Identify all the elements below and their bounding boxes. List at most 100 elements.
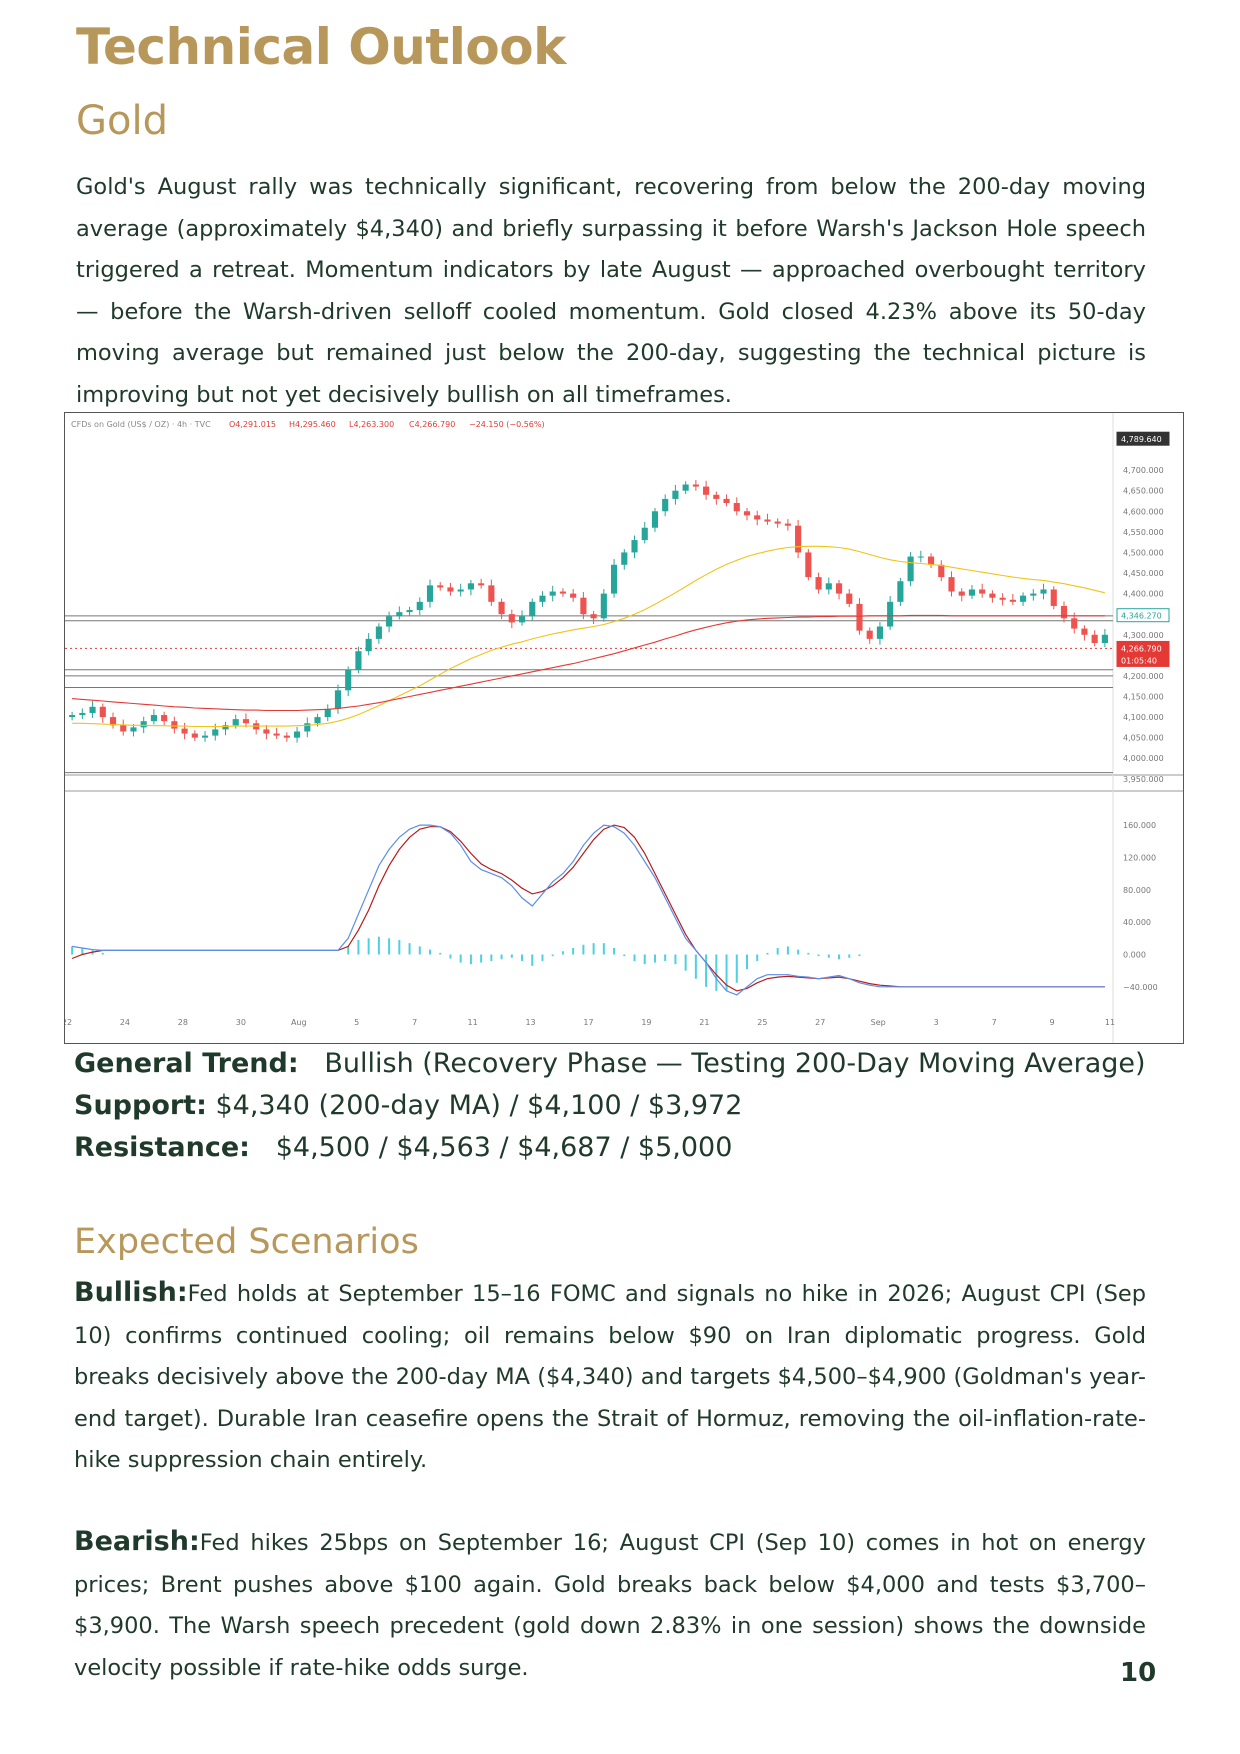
- candle-body: [375, 626, 382, 639]
- osc-hist-bar: [418, 946, 421, 955]
- osc-hist-bar: [572, 948, 575, 955]
- price-tick-label: 4,450.000: [1123, 569, 1164, 578]
- candle-body: [805, 552, 812, 578]
- chart-open: O4,291.015: [229, 420, 276, 429]
- chart-symbol: CFDs on Gold (US$ / OZ) · 4h · TVC: [71, 420, 211, 429]
- osc-hist-bar: [531, 954, 534, 966]
- trend-value: Bullish (Recovery Phase — Testing 200-Da…: [324, 1048, 1146, 1079]
- candle-body: [324, 708, 331, 718]
- osc-hist-bar: [377, 936, 380, 955]
- candle-body: [355, 651, 362, 670]
- time-tick-label: 11: [1105, 1018, 1115, 1027]
- candle-body: [478, 583, 485, 586]
- candle-body: [754, 515, 761, 520]
- osc-hist-bar: [561, 951, 564, 955]
- candle-body: [1071, 618, 1078, 629]
- countdown-tag: 01:05:40: [1121, 656, 1157, 665]
- osc-hist-bar: [705, 954, 708, 987]
- candle-body: [610, 564, 618, 594]
- chart-high: H4,295.460: [289, 420, 336, 429]
- candle-body: [181, 728, 188, 734]
- candle-body: [651, 511, 659, 528]
- bullish-scenario: Bullish:Fed holds at September 15–16 FOM…: [74, 1272, 1146, 1482]
- time-tick-label: 17: [583, 1018, 593, 1027]
- candle-body: [1040, 589, 1047, 594]
- candle-body: [396, 612, 403, 617]
- osc-hist-bar: [756, 954, 759, 961]
- chart-canvas: 4,700.000 4,650.000 4,600.000 4,550.000 4,50…: [65, 413, 1183, 1043]
- osc-tick-label: 120.000: [1123, 853, 1156, 862]
- osc-hist-bar: [521, 954, 524, 961]
- resistance-label: Resistance:: [74, 1132, 250, 1163]
- candle-body: [488, 585, 495, 602]
- time-tick-label: 7: [412, 1018, 417, 1027]
- candle-body: [1020, 595, 1027, 602]
- candle-body: [212, 729, 219, 736]
- support-levels: Support: $4,340 (200-day MA) / $4,100 / …: [74, 1090, 742, 1121]
- candle-body: [314, 717, 321, 724]
- price-tick-label: 4,700.000: [1123, 466, 1164, 475]
- osc-hist-bar: [745, 954, 748, 970]
- time-tick-label: 7: [992, 1018, 997, 1027]
- bearish-scenario: Bearish:Fed hikes 25bps on September 16;…: [74, 1521, 1146, 1689]
- osc-hist-bar: [776, 948, 779, 955]
- candle-body: [621, 552, 628, 565]
- candle-body: [938, 564, 945, 578]
- section-title: Gold: [76, 98, 168, 144]
- candle-body: [201, 735, 209, 738]
- osc-hist-bar: [367, 938, 370, 955]
- osc-hist-bar: [858, 954, 861, 957]
- candle-body: [467, 583, 474, 590]
- osc-tick-label: 80.000: [1123, 886, 1151, 895]
- osc-hist-bar: [582, 944, 585, 955]
- gold-price-chart: 4,700.000 4,650.000 4,600.000 4,550.000 4,50…: [64, 412, 1184, 1044]
- top-price-tag: 4,789.640: [1121, 435, 1162, 444]
- time-tick-label: 13: [525, 1018, 535, 1027]
- candle-body: [222, 725, 229, 730]
- candle-body: [815, 577, 822, 590]
- price-tick-label: 4,650.000: [1123, 487, 1164, 496]
- candle-body: [979, 589, 986, 594]
- candle-body: [1060, 605, 1068, 619]
- time-tick-label: 21: [699, 1018, 709, 1027]
- osc-hist-bar: [633, 954, 636, 961]
- candle-body: [723, 498, 730, 504]
- osc-hist-bar: [838, 954, 841, 960]
- candle-body: [641, 527, 648, 541]
- time-tick-label: 25: [757, 1018, 767, 1027]
- bullish-text: Fed holds at September 15–16 FOMC and si…: [74, 1281, 1146, 1473]
- countdown-tag-bg: [1116, 652, 1170, 667]
- candle-body: [1081, 628, 1088, 635]
- time-tick-label: Aug: [291, 1018, 307, 1027]
- chart-close: C4,266.790: [409, 420, 455, 429]
- price-tick-label: 4,150.000: [1123, 693, 1164, 702]
- price-tick-label: 4,100.000: [1123, 713, 1164, 722]
- last-price-tag: 4,266.790: [1121, 644, 1162, 653]
- candle-body: [171, 721, 178, 729]
- osc-hist-bar: [827, 954, 830, 958]
- time-tick-label: 3: [934, 1018, 939, 1027]
- osc-hist-bar: [541, 954, 544, 961]
- time-tick-label: 28: [178, 1018, 188, 1027]
- osc-hist-bar: [357, 939, 360, 955]
- resistance-levels: Resistance: $4,500 / $4,563 / $4,687 / $…: [74, 1132, 732, 1163]
- osc-hist-bar: [653, 954, 656, 963]
- osc-hist-bar: [469, 954, 472, 965]
- osc-hist-bar: [694, 954, 697, 979]
- candle-body: [1101, 634, 1108, 643]
- candle-body: [386, 616, 393, 627]
- candle-body: [989, 593, 996, 598]
- candle-body: [999, 597, 1006, 600]
- osc-hist-bar: [439, 952, 442, 955]
- candle-body: [580, 597, 587, 615]
- osc-tick-label: 0.000: [1123, 950, 1146, 959]
- price-tick-label: 4,000.000: [1123, 754, 1164, 763]
- intro-paragraph: Gold's August rally was technically sign…: [76, 174, 1146, 408]
- ma-line-red: [72, 614, 1105, 712]
- candle-body: [784, 523, 791, 526]
- candle-body: [263, 729, 270, 734]
- candle-body: [518, 616, 526, 623]
- support-label: Support:: [74, 1090, 207, 1121]
- candle-body: [304, 723, 311, 732]
- osc-hist-bar: [398, 939, 401, 955]
